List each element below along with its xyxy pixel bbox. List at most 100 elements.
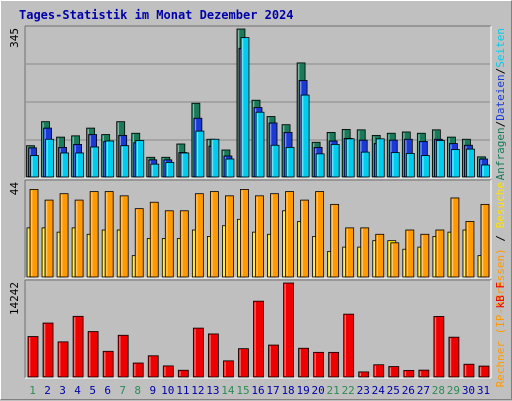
bar-kbf-day-18-fill xyxy=(283,282,294,378)
bar-kbf-day-11-highlight xyxy=(179,371,181,376)
bar-kbf-day-5 xyxy=(87,331,99,378)
bar-seiten-day-8-highlight xyxy=(136,141,139,176)
bar-besuche-day-29-fill xyxy=(450,197,460,278)
bar-seiten-day-11-highlight xyxy=(181,153,184,176)
bar-besuche-day-4 xyxy=(74,199,84,278)
bar-besuche-day-17-highlight xyxy=(271,194,273,276)
bar-kbf-day-24 xyxy=(373,364,385,378)
bar-seiten-day-18-fill xyxy=(285,146,295,178)
bar-kbf-day-25 xyxy=(388,366,400,378)
bar-seiten-day-20-highlight xyxy=(317,154,319,176)
bar-rechner-day-21-highlight xyxy=(328,252,330,276)
bar-seiten-day-23-highlight xyxy=(362,153,364,176)
bar-besuche-day-20 xyxy=(315,191,325,278)
bar-besuche-day-2-highlight xyxy=(46,201,48,276)
bar-besuche-day-15-fill xyxy=(240,189,249,278)
bar-besuche-day-13-highlight xyxy=(211,192,213,276)
bar-besuche-day-2 xyxy=(44,199,54,278)
bar-besuche-day-25 xyxy=(390,242,400,278)
x-tick-label-day-21: 21 xyxy=(327,384,340,397)
bar-besuche-day-16-fill xyxy=(255,195,264,278)
bar-seiten-day-14-highlight xyxy=(226,159,229,176)
bar-seiten-day-10-highlight xyxy=(166,163,169,176)
bar-besuche-day-3-fill xyxy=(59,193,69,278)
bar-rechner-day-13-highlight xyxy=(208,237,210,276)
bar-kbf-day-26 xyxy=(403,370,415,378)
bar-kbf-day-7-fill xyxy=(117,334,129,378)
bar-seiten-day-10-fill xyxy=(165,162,175,178)
bar-kbf-day-8-fill xyxy=(132,362,144,378)
bar-seiten-day-12-fill xyxy=(195,130,205,178)
bar-seiten-day-13-fill xyxy=(210,138,220,178)
bar-besuche-day-21-fill xyxy=(330,203,340,278)
bar-besuche-day-26 xyxy=(405,229,415,278)
bar-kbf-day-11 xyxy=(177,369,189,378)
bar-kbf-day-17 xyxy=(268,344,279,378)
bar-seiten-day-6 xyxy=(105,140,115,178)
bar-rechner-day-23-highlight xyxy=(358,248,361,276)
bar-rechner-day-3-highlight xyxy=(58,233,60,276)
bar-seiten-day-27 xyxy=(420,155,430,178)
bar-kbf-day-24-highlight xyxy=(374,365,377,376)
bar-seiten-day-8-fill xyxy=(135,140,145,178)
bar-besuche-day-31-fill xyxy=(480,203,490,278)
bar-besuche-day-31 xyxy=(480,203,490,278)
bar-seiten-day-12-highlight xyxy=(196,132,199,176)
bar-besuche-day-24-fill xyxy=(375,233,385,278)
x-tick-label-day-1: 1 xyxy=(29,384,36,397)
x-tick-label-day-11: 11 xyxy=(176,384,189,397)
bar-seiten-day-4-highlight xyxy=(76,153,78,176)
x-tick-label-day-27: 27 xyxy=(417,384,430,397)
bar-besuche-day-27 xyxy=(420,233,430,278)
bar-kbf-day-7-highlight xyxy=(119,336,121,376)
bar-kbf-day-19-fill xyxy=(298,347,309,378)
bar-seiten-day-23 xyxy=(360,151,370,178)
bar-kbf-day-14-fill xyxy=(223,360,234,378)
bar-besuche-day-12-highlight xyxy=(196,194,198,276)
bar-kbf-day-22 xyxy=(343,313,355,378)
bar-besuche-day-13 xyxy=(209,191,219,278)
bar-seiten-day-2 xyxy=(45,138,54,178)
bar-kbf-day-9-fill xyxy=(147,355,159,378)
bar-seiten-day-29-fill xyxy=(451,149,460,178)
bar-kbf-day-31 xyxy=(478,365,490,378)
bar-kbf-day-18-highlight xyxy=(284,284,286,376)
bar-kbf-day-15 xyxy=(238,348,249,378)
bar-rechner-day-26-highlight xyxy=(403,250,406,276)
y-axis-max-label: 14242 xyxy=(8,282,21,315)
x-tick-label-day-3: 3 xyxy=(59,384,66,397)
x-tick-label-day-9: 9 xyxy=(149,384,156,397)
bar-besuche-day-7-fill xyxy=(119,195,129,278)
bar-besuche-day-4-fill xyxy=(74,199,84,278)
chart-title: Tages-Statistik im Monat Dezember 2024 xyxy=(19,8,294,22)
bar-seiten-day-7 xyxy=(120,145,130,178)
bar-besuche-day-25-fill xyxy=(390,242,400,278)
bar-kbf-day-15-highlight xyxy=(239,349,241,376)
bar-kbf-day-10 xyxy=(162,365,174,378)
bar-seiten-day-3-highlight xyxy=(61,153,63,176)
bar-kbf-day-23 xyxy=(358,371,370,378)
bar-besuche-day-20-fill xyxy=(315,191,325,278)
x-tick-label-day-29: 29 xyxy=(447,384,460,397)
bar-besuche-day-28 xyxy=(435,229,445,278)
bar-kbf-day-9-highlight xyxy=(149,356,151,376)
bar-besuche-day-15-highlight xyxy=(241,190,243,276)
bar-besuche-day-18-fill xyxy=(285,191,294,278)
bar-seiten-day-27-fill xyxy=(420,155,430,178)
bar-besuche-day-19-fill xyxy=(300,199,309,278)
bar-rechner-day-7-highlight xyxy=(118,231,120,276)
bar-besuche-day-28-fill xyxy=(435,229,445,278)
bar-rechner-day-31-highlight xyxy=(478,256,481,276)
bar-besuche-day-13-fill xyxy=(209,191,219,278)
bar-seiten-day-4 xyxy=(75,152,84,178)
bar-seiten-day-4-fill xyxy=(75,152,84,178)
x-tick-label-day-15: 15 xyxy=(236,384,249,397)
bar-seiten-day-30-highlight xyxy=(467,150,469,176)
bar-seiten-day-21-highlight xyxy=(332,145,334,176)
bar-besuche-day-18 xyxy=(285,191,294,278)
x-tick-label-day-24: 24 xyxy=(372,384,386,397)
bar-seiten-day-1-highlight xyxy=(31,156,33,176)
bar-seiten-day-6-fill xyxy=(105,140,115,178)
bar-seiten-day-3 xyxy=(60,152,69,178)
bar-seiten-day-31-fill xyxy=(481,164,490,178)
